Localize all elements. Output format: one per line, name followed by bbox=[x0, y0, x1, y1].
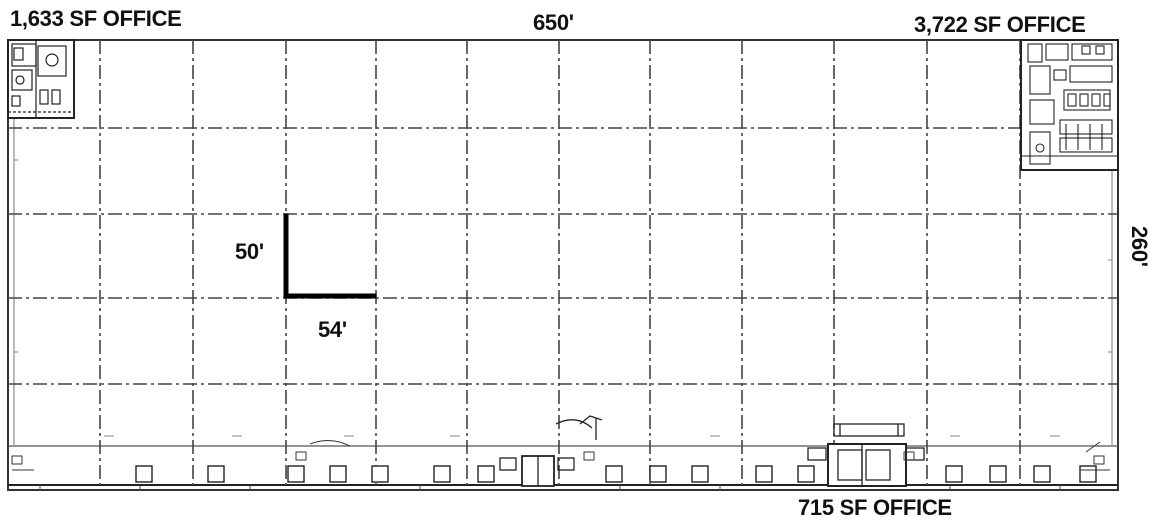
office-top-left-label: 1,633 SF OFFICE bbox=[10, 6, 182, 31]
column-grid-horizontal bbox=[8, 127, 1118, 385]
bottom-wall-ticks bbox=[39, 485, 1061, 490]
building-outline bbox=[7, 39, 1119, 491]
office-bottom bbox=[807, 423, 925, 487]
dock-doors bbox=[135, 465, 1097, 483]
office-top-left bbox=[7, 39, 75, 119]
dock-equipment-symbols bbox=[11, 440, 1110, 471]
office-bottom-label: 715 SF OFFICE bbox=[798, 495, 952, 520]
overall-width-label: 650' bbox=[533, 10, 574, 35]
bay-dimension-marker bbox=[283, 213, 377, 299]
bay-depth-label: 50' bbox=[235, 239, 264, 264]
bay-width-label: 54' bbox=[318, 317, 347, 342]
office-top-right bbox=[1020, 39, 1119, 171]
office-top-right-label: 3,722 SF OFFICE bbox=[914, 12, 1086, 37]
restroom-block bbox=[499, 415, 603, 487]
column-grid-vertical bbox=[99, 40, 1021, 485]
plan-detail-marks bbox=[14, 159, 1112, 437]
